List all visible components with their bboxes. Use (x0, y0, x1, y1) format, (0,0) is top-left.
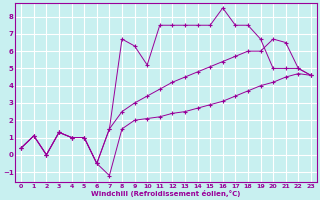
X-axis label: Windchill (Refroidissement éolien,°C): Windchill (Refroidissement éolien,°C) (92, 190, 241, 197)
